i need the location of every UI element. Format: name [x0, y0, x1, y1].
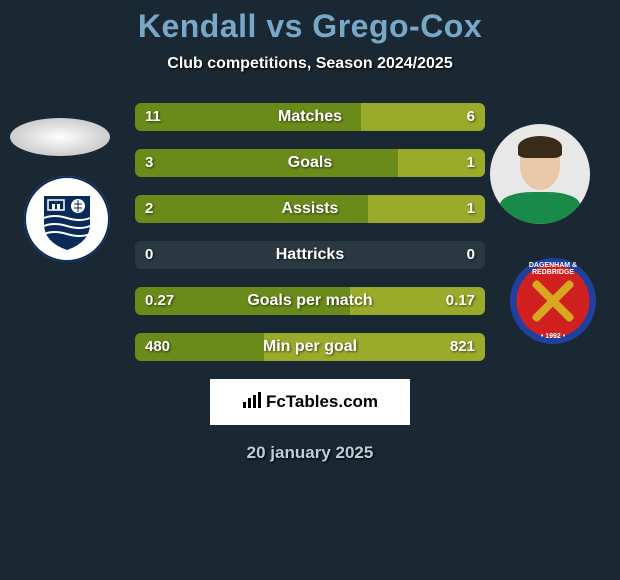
season-subtitle: Club competitions, Season 2024/2025	[0, 55, 620, 73]
stat-row: 21Assists	[135, 195, 485, 223]
stat-row: 480821Min per goal	[135, 333, 485, 361]
player1-photo	[10, 118, 110, 156]
brand-footer: FcTables.com	[210, 379, 410, 425]
stat-label: Min per goal	[135, 333, 485, 361]
stat-label: Goals	[135, 149, 485, 177]
brand-text: FcTables.com	[266, 392, 378, 412]
stat-label: Assists	[135, 195, 485, 223]
player1-club-badge	[24, 176, 110, 262]
footer-date: 20 january 2025	[0, 443, 620, 463]
player2-club-badge: DAGENHAM & REDBRIDGE • 1992 •	[510, 258, 596, 344]
comparison-title: Kendall vs Grego-Cox	[0, 8, 620, 45]
badge-right-top-text: DAGENHAM & REDBRIDGE	[510, 262, 596, 276]
badge-right-bottom-text: • 1992 •	[510, 333, 596, 340]
stats-comparison-list: 116Matches 31Goals 21Assists 00Hattricks 0.2…	[135, 103, 485, 361]
player2-name: Grego-Cox	[312, 8, 482, 44]
stat-row: 00Hattricks	[135, 241, 485, 269]
chart-icon	[242, 392, 262, 413]
stat-label: Hattricks	[135, 241, 485, 269]
stat-row: 31Goals	[135, 149, 485, 177]
player1-name: Kendall	[138, 8, 257, 44]
stat-row: 0.270.17Goals per match	[135, 287, 485, 315]
stat-row: 116Matches	[135, 103, 485, 131]
stat-label: Matches	[135, 103, 485, 131]
stat-label: Goals per match	[135, 287, 485, 315]
vs-label: vs	[266, 8, 303, 44]
player2-photo	[490, 124, 590, 224]
